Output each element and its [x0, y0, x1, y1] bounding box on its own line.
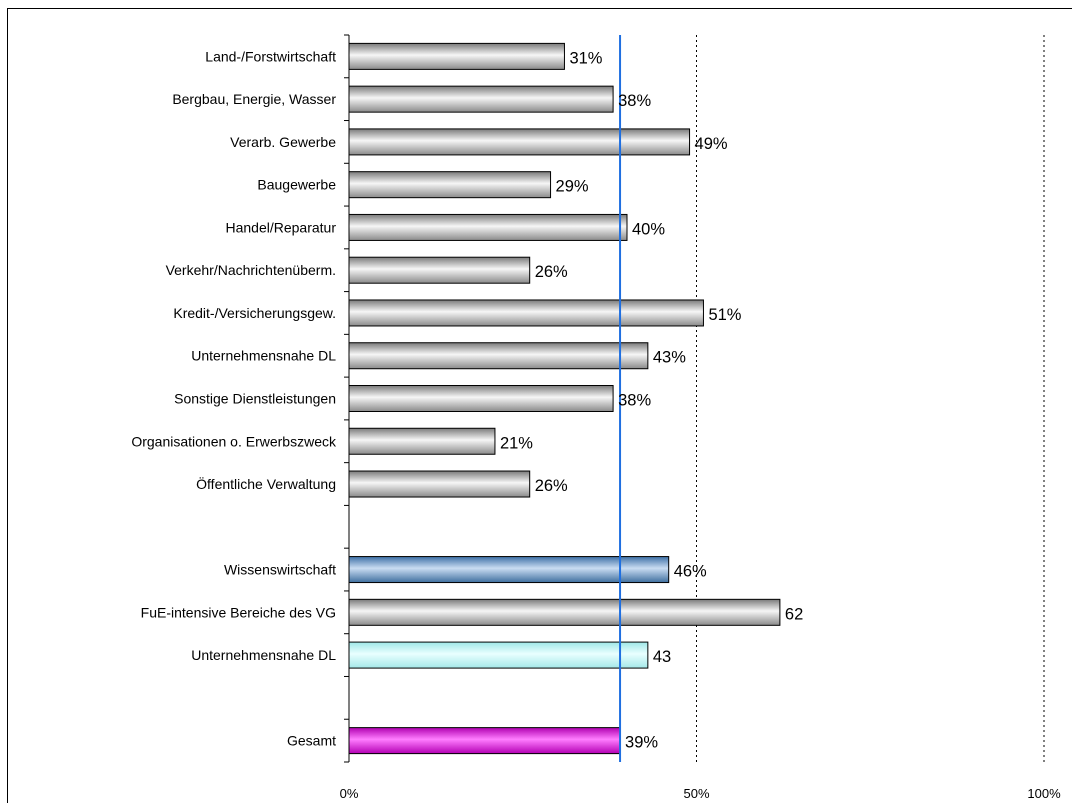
data-label: 29% [556, 178, 589, 196]
category-label: Wissenswirtschaft [224, 562, 336, 578]
chart-frame [7, 8, 1072, 803]
data-label: 40% [632, 220, 665, 238]
data-label: 21% [500, 434, 533, 452]
category-label: Sonstige Dienstleistungen [174, 391, 336, 407]
bar [348, 342, 649, 370]
category-label: Bergbau, Energie, Wasser [172, 91, 336, 107]
bar [348, 299, 704, 327]
bar [348, 427, 496, 455]
category-label: Gesamt [287, 733, 336, 749]
bar [348, 470, 531, 498]
category-label: Baugewerbe [257, 177, 336, 193]
data-label: 38% [618, 392, 651, 410]
data-label: 43 [653, 648, 671, 666]
axes [344, 34, 350, 763]
category-label: Unternehmensnahe DL [191, 647, 336, 663]
data-label: 26% [535, 477, 568, 495]
category-label: Öffentliche Verwaltung [196, 475, 336, 492]
bar [348, 385, 614, 412]
x-tick-label: 50% [683, 786, 709, 801]
bar [348, 598, 781, 626]
bar [348, 85, 614, 113]
bar [348, 256, 531, 284]
gridlines [696, 35, 1045, 762]
bar [348, 727, 621, 755]
category-label: FuE-intensive Bereiche des VG [141, 604, 336, 620]
data-label: 39% [625, 734, 658, 752]
data-label: 43% [653, 349, 686, 367]
data-label: 38% [618, 92, 651, 110]
category-label: Organisationen o. Erwerbszweck [131, 433, 337, 449]
data-label: 26% [535, 263, 568, 281]
bar [348, 42, 565, 70]
category-label: Handel/Reparatur [225, 219, 336, 235]
category-label: Kredit-/Versicherungsgew. [173, 305, 336, 321]
data-label: 51% [708, 306, 741, 324]
data-label: 62 [785, 605, 803, 623]
x-tick-label: 100% [1027, 786, 1061, 801]
category-label: Land-/Forstwirtschaft [205, 48, 336, 64]
bars [348, 42, 781, 755]
bar [348, 171, 552, 199]
category-label: Verkehr/Nachrichtenüberm. [166, 262, 336, 278]
data-label: 31% [569, 49, 602, 67]
bar [348, 641, 649, 669]
bar [348, 128, 691, 156]
category-label: Unternehmensnahe DL [191, 348, 336, 364]
bar [348, 556, 670, 584]
data-label: 49% [695, 135, 728, 153]
data-label: 46% [674, 563, 707, 581]
bar [348, 213, 628, 241]
x-tick-label: 0% [340, 786, 359, 801]
labels: Land-/Forstwirtschaft 31% Bergbau, Energie… [131, 48, 1061, 801]
category-label: Verarb. Gewerbe [230, 134, 336, 150]
